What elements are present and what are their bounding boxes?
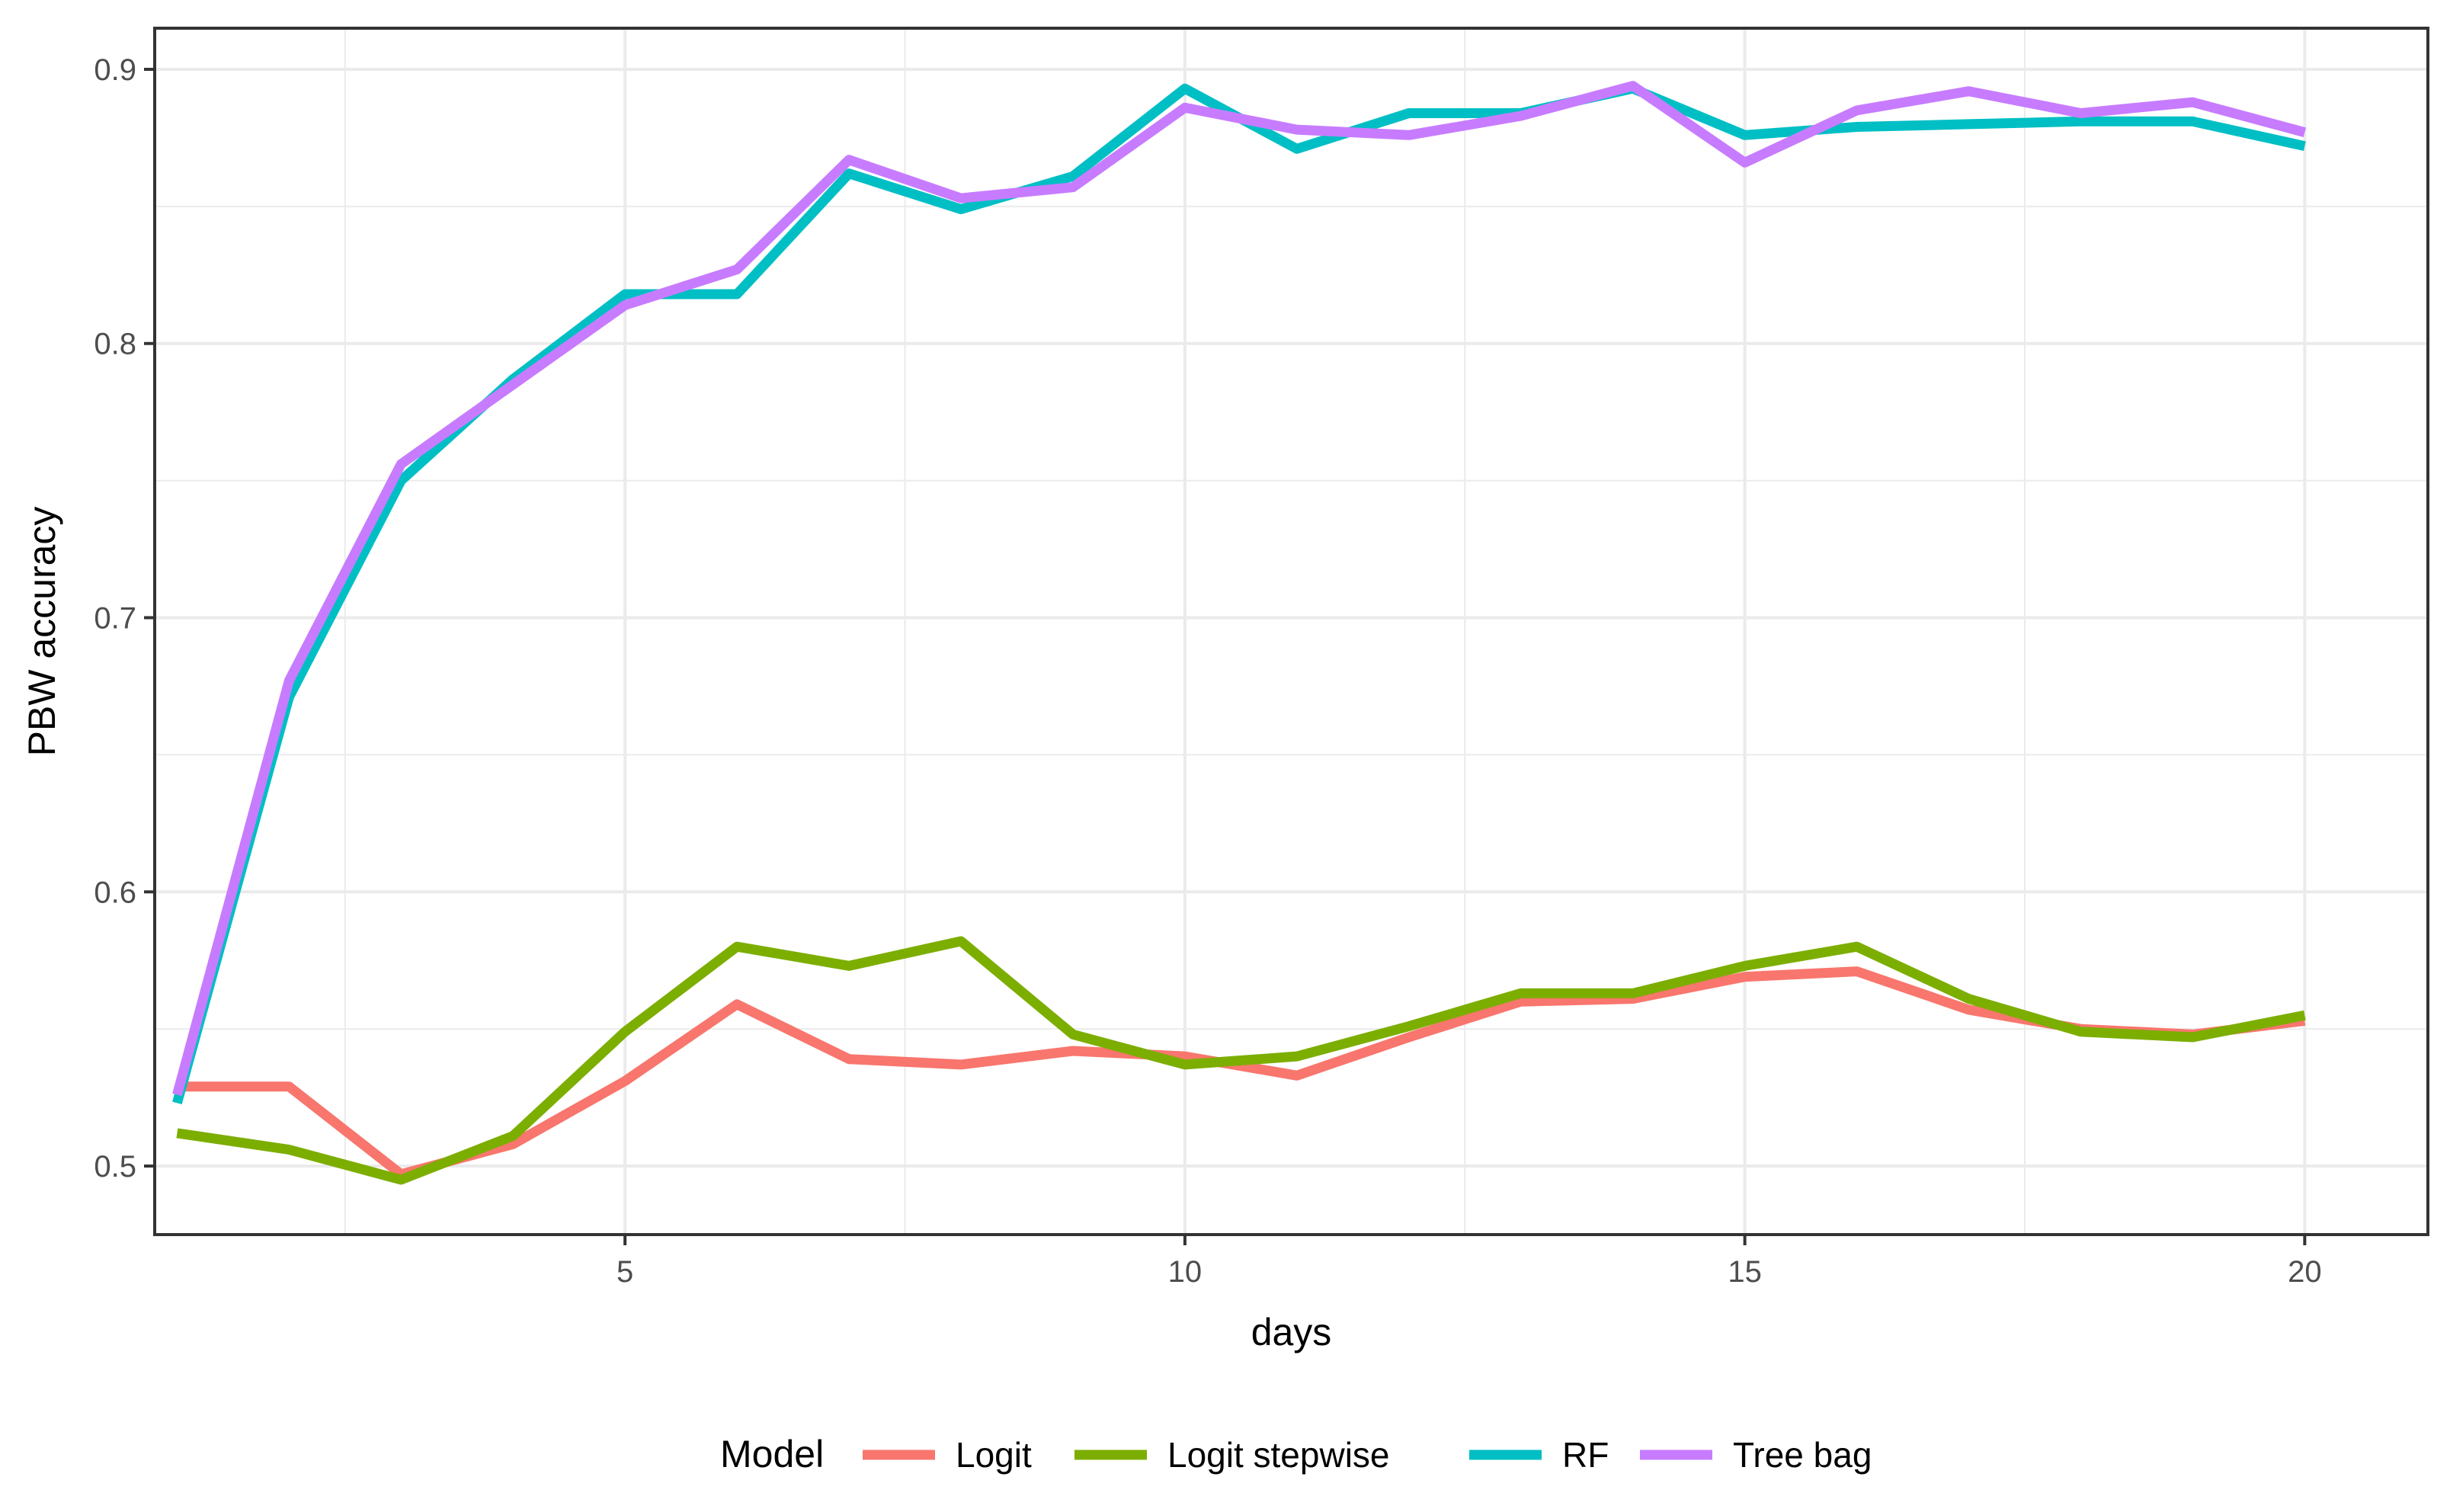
legend-label: Logit <box>956 1435 1032 1475</box>
series-line-logit <box>177 966 2306 1180</box>
x-tick-label: 15 <box>1728 1255 1762 1289</box>
x-axis-title: days <box>1251 1311 1332 1353</box>
series-line-rf <box>172 83 2306 1105</box>
legend-title: Model <box>720 1433 824 1475</box>
y-tick-label: 0.8 <box>94 328 136 361</box>
y-tick-label: 0.5 <box>94 1150 136 1184</box>
y-tick-label: 0.6 <box>94 876 136 909</box>
legend: Model Logit Logit stepwise RF Tree bag <box>720 1433 1872 1475</box>
grid <box>155 28 2428 1235</box>
x-tick-label: 20 <box>2288 1255 2322 1289</box>
y-tick-label: 0.7 <box>94 602 136 636</box>
y-tick-label: 0.9 <box>94 53 136 87</box>
legend-label: Logit stepwise <box>1167 1435 1390 1475</box>
axis-ticks: 5 10 15 20 0.5 0.6 0.7 0.8 0.9 <box>94 53 2321 1289</box>
series-line-tree-bag <box>172 81 2307 1097</box>
legend-label: RF <box>1562 1435 1609 1475</box>
x-tick-label: 5 <box>617 1255 633 1289</box>
y-axis-title: PBW accuracy <box>21 507 63 757</box>
plot-panel-border <box>153 27 2429 1236</box>
legend-label: Tree bag <box>1733 1435 1872 1475</box>
x-tick-label: 10 <box>1168 1255 1203 1289</box>
series-lines <box>172 81 2307 1185</box>
series-line-logit-stepwise <box>176 936 2306 1185</box>
